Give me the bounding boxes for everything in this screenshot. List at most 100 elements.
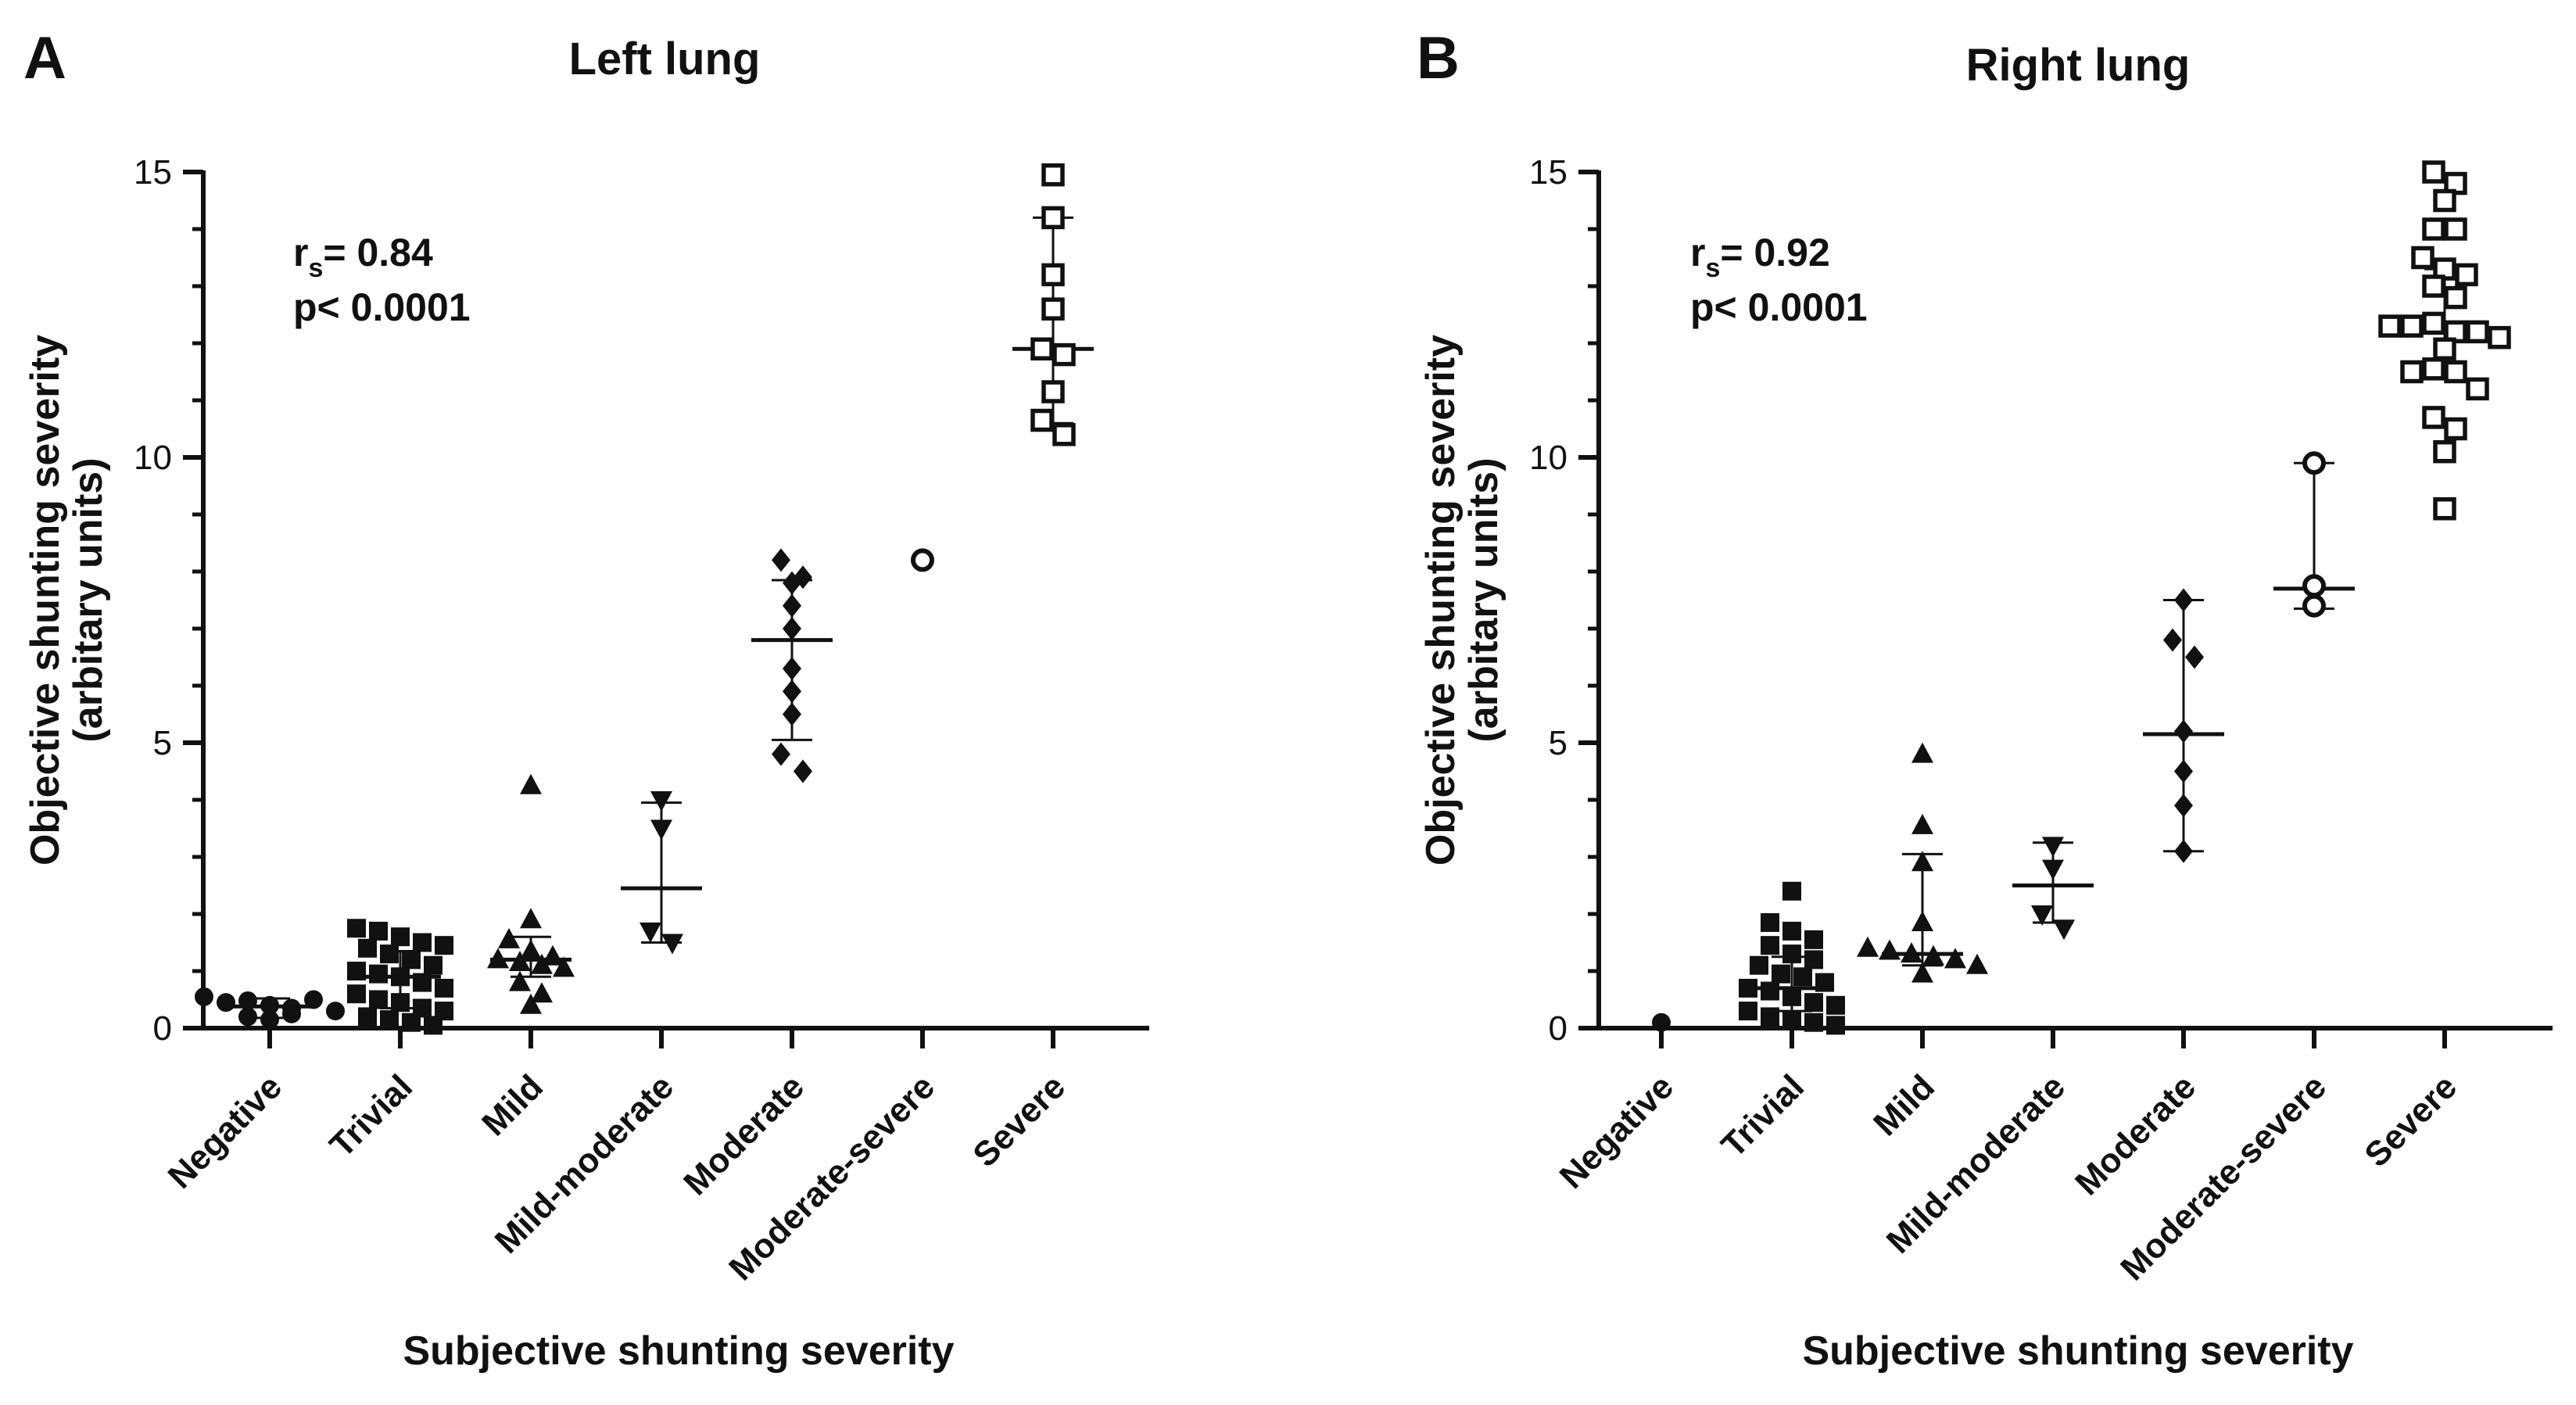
data-point [794,759,812,783]
y-tick-label: 5 [153,724,172,762]
data-point [2466,377,2489,401]
data-point [531,953,553,974]
series-negative [1652,1013,1671,1032]
data-point [2422,160,2445,184]
data-point [1804,993,1823,1013]
data-point [2444,285,2467,310]
data-point [195,987,213,1006]
data-point [498,927,520,948]
chart-title: Left lung [569,34,761,84]
data-point [238,991,257,1010]
data-point [531,982,553,1003]
data-point [2042,859,2064,880]
data-point [358,1007,377,1027]
data-point [380,1010,399,1030]
data-point [2031,905,2053,926]
data-point [2174,719,2193,744]
y-axis-label-units: (arbitary units) [1461,457,1507,742]
y-axis-label: Objective shunting severity [23,335,68,866]
data-point [553,956,575,977]
data-point [347,919,366,938]
data-point [1761,912,1779,932]
series-mild [487,773,575,1014]
stat-correlation: rs= 0.84 [293,231,433,283]
data-point [783,657,801,681]
series-moderate [2143,588,2224,863]
series-severe [1012,163,1094,446]
data-point [520,993,542,1014]
data-point [369,990,388,1009]
data-point [1761,936,1779,955]
data-point [2053,919,2075,941]
data-point [1782,1010,1801,1030]
y-axis-label-units: (arbitary units) [66,457,111,742]
y-tick-label: 0 [1549,1009,1567,1048]
data-point [772,548,790,572]
data-point [2433,337,2456,361]
data-point [2422,311,2445,335]
data-point [2422,406,2445,429]
data-point [1782,921,1801,941]
data-point [1030,337,1054,361]
y-axis-label: Objective shunting severity [1418,335,1464,866]
data-point [2174,588,2193,612]
data-point [391,967,410,987]
data-point [380,944,399,964]
stat-r-subscript: s [308,253,323,283]
data-point [2163,628,2182,652]
data-point [217,993,235,1013]
data-point [2174,839,2193,863]
data-point [783,593,801,618]
data-point [2302,451,2326,475]
data-point [1041,380,1065,403]
data-point [1772,964,1790,984]
series-mild-moderate [2012,837,2094,941]
data-point [2455,263,2478,287]
data-point [911,548,934,572]
panel-letter: A [23,25,66,91]
series-severe [2378,160,2511,521]
data-point [661,934,683,955]
data-point [1739,1002,1757,1021]
panel-a: A Left lung 0 5 10 15 Objective shunting sever… [23,25,1149,1374]
data-point [1879,939,1901,960]
data-point [2466,320,2489,344]
data-point [542,944,564,966]
y-tick-label: 15 [134,153,172,192]
stat-r-subscript: s [1705,253,1720,283]
data-point [2042,837,2064,858]
data-point [2302,593,2326,618]
data-point [783,679,801,704]
data-point [1911,910,1933,931]
data-point [369,921,388,941]
data-point [402,1013,421,1032]
data-point [391,927,410,947]
x-axis-label: Subjective shunting severity [1802,1328,2353,1374]
data-point [1750,955,1768,975]
data-point [520,908,542,929]
data-point [347,962,366,980]
data-point [1739,978,1757,998]
series-mild-moderate [621,791,702,955]
data-point [1052,342,1076,367]
data-point [1030,408,1054,432]
data-point [1804,950,1823,970]
data-point [1652,1013,1671,1032]
data-point [640,922,661,943]
y-tick-label: 0 [153,1009,172,1048]
data-point [1804,930,1823,949]
data-point [424,1016,442,1035]
data-point [772,742,790,766]
data-point [2433,496,2456,521]
data-point [1782,881,1801,901]
data-point [1041,263,1065,287]
data-point [2444,417,2467,441]
stat-p-value: p< 0.0001 [1690,285,1868,329]
data-point [1815,973,1834,992]
data-point [520,939,542,960]
series-negative [195,987,345,1030]
data-point [326,1002,345,1021]
data-point [1761,981,1779,1001]
data-point [238,1007,257,1027]
